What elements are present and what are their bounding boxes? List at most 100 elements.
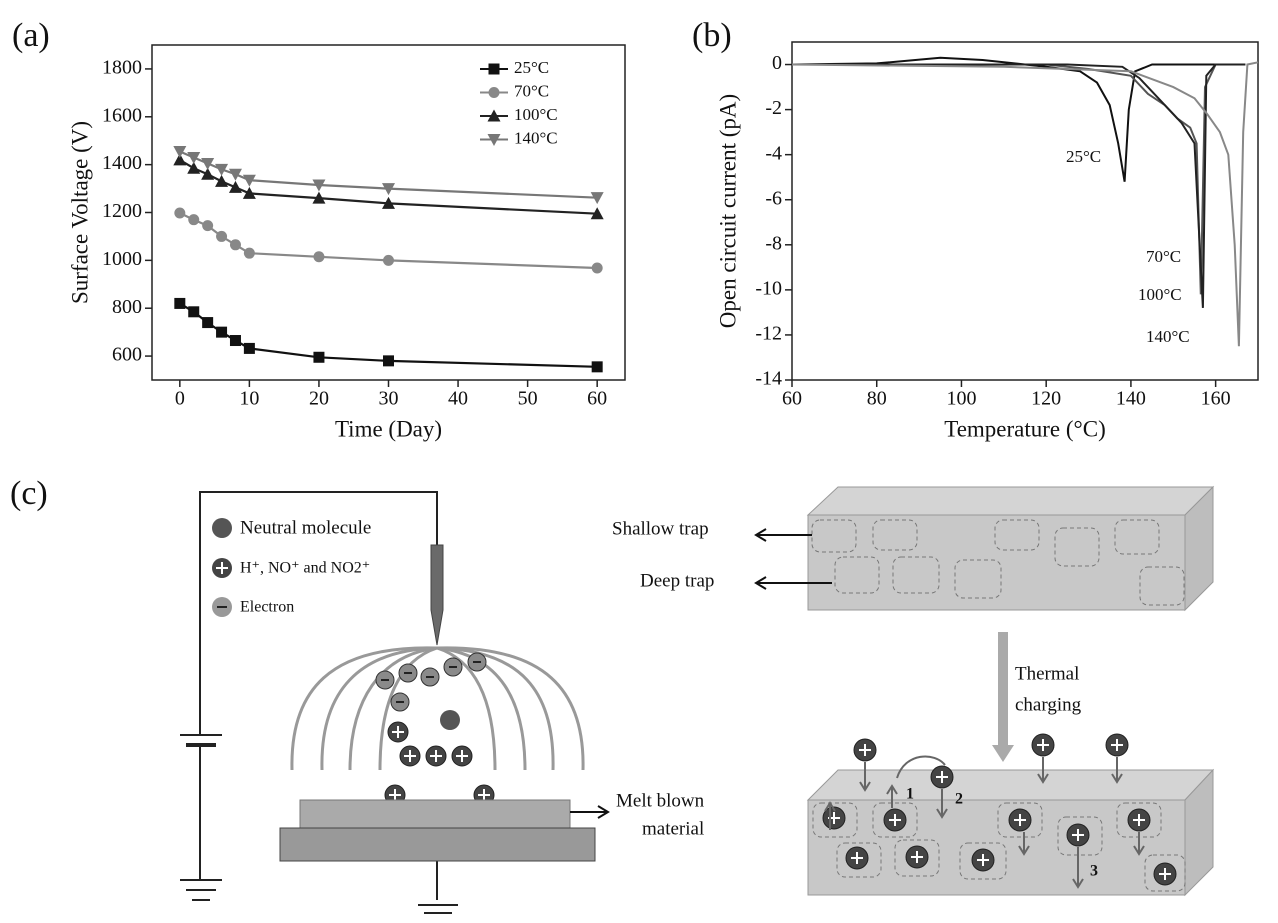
panel-label: (b) xyxy=(692,17,732,54)
traps xyxy=(954,559,1002,599)
shallow-trap-label: Shallow trap xyxy=(612,518,709,539)
marker xyxy=(383,355,394,367)
x-tick-label: 60 xyxy=(782,388,802,410)
traps xyxy=(894,839,940,877)
field-lines xyxy=(436,646,555,771)
marker xyxy=(590,207,604,220)
circuit xyxy=(180,491,458,914)
x-tick-label: 80 xyxy=(867,388,887,410)
polymer-block xyxy=(806,485,1215,612)
circuit xyxy=(199,491,438,735)
x-tick-label: 120 xyxy=(1031,388,1061,410)
charges xyxy=(828,739,1171,880)
marker xyxy=(174,207,186,219)
marker xyxy=(313,251,325,263)
marker xyxy=(201,157,215,170)
particles xyxy=(375,652,487,712)
material-label: material xyxy=(642,818,704,839)
charges xyxy=(828,739,1171,880)
traps xyxy=(811,519,1185,606)
polymer-block xyxy=(807,514,1186,611)
panel-label: (a) xyxy=(12,17,50,54)
legend-text: Electron xyxy=(240,599,294,616)
y-tick-label: -6 xyxy=(765,187,782,209)
marker xyxy=(590,192,604,205)
charges xyxy=(824,755,1145,889)
y-axis-title: Open circuit current (pA) xyxy=(715,94,740,328)
y-tick-label: -8 xyxy=(765,232,782,254)
y-tick-label: 1600 xyxy=(102,104,142,126)
traps xyxy=(812,802,1186,892)
marker xyxy=(188,306,200,318)
legend-text: Neutral molecule xyxy=(240,517,371,538)
marker xyxy=(228,180,242,193)
marker xyxy=(312,179,326,192)
legend-marker xyxy=(488,63,500,75)
marker xyxy=(215,163,229,176)
charges xyxy=(824,755,1145,889)
series-line xyxy=(791,56,1246,182)
traps xyxy=(892,556,940,594)
step-label: 1 xyxy=(906,786,914,803)
marker xyxy=(173,145,187,158)
marker xyxy=(201,167,215,180)
legend-text: H⁺, NO⁺ and NO2⁺ xyxy=(240,560,370,577)
marker xyxy=(188,214,200,226)
field-lines xyxy=(378,646,438,771)
process-arrow xyxy=(992,632,1014,762)
polymer-block xyxy=(806,768,1215,897)
y-tick-label: 1800 xyxy=(102,57,142,79)
series-label: 100°C xyxy=(1138,285,1182,304)
marker xyxy=(242,186,256,199)
field-lines xyxy=(436,646,527,771)
traps xyxy=(1114,519,1160,555)
legend-marker xyxy=(487,109,501,122)
y-tick-label: 800 xyxy=(112,296,142,318)
y-tick-label: -10 xyxy=(755,277,782,299)
traps xyxy=(1054,527,1100,567)
traps xyxy=(997,802,1043,838)
diagram: (c) Melt blown material Neutral molecule… xyxy=(10,475,1215,914)
arrow xyxy=(570,805,610,819)
legend-icon xyxy=(212,518,232,538)
marker xyxy=(312,191,326,204)
y-tick-label: 1200 xyxy=(102,200,142,222)
polymer-block xyxy=(806,486,1215,516)
particles xyxy=(440,710,460,730)
legend-label: 70°C xyxy=(514,81,549,100)
legend-label: 140°C xyxy=(514,128,558,147)
particles xyxy=(375,652,495,806)
marker xyxy=(202,220,214,232)
marker xyxy=(187,161,201,174)
traps xyxy=(811,519,857,553)
series-label: 140°C xyxy=(1146,327,1190,346)
particles xyxy=(381,661,481,703)
legend-marker xyxy=(488,87,500,98)
field-lines xyxy=(348,646,438,771)
marker xyxy=(383,254,394,266)
x-tick-label: 140 xyxy=(1116,388,1146,410)
panel-label: (c) xyxy=(10,475,48,512)
particles xyxy=(389,726,490,801)
field-lines xyxy=(320,646,438,771)
plot-frame xyxy=(791,41,1259,381)
x-tick-label: 20 xyxy=(309,388,329,410)
traps xyxy=(836,842,882,878)
needle xyxy=(430,544,444,646)
material-label: Melt blown xyxy=(616,790,705,811)
traps xyxy=(812,802,858,838)
legend-icon xyxy=(216,562,228,574)
series-label: 70°C xyxy=(1146,247,1181,266)
y-tick-label: 0 xyxy=(772,52,782,74)
y-tick-label: 1400 xyxy=(102,152,142,174)
series-line xyxy=(792,63,1246,308)
process-label: Thermal xyxy=(1015,663,1079,684)
field-lines xyxy=(290,646,438,771)
series-line xyxy=(791,61,1259,347)
field-lines xyxy=(290,646,585,771)
step-label: 3 xyxy=(1090,863,1098,880)
marker xyxy=(243,247,255,259)
process-label: charging xyxy=(1015,694,1082,715)
x-tick-label: 40 xyxy=(448,388,468,410)
